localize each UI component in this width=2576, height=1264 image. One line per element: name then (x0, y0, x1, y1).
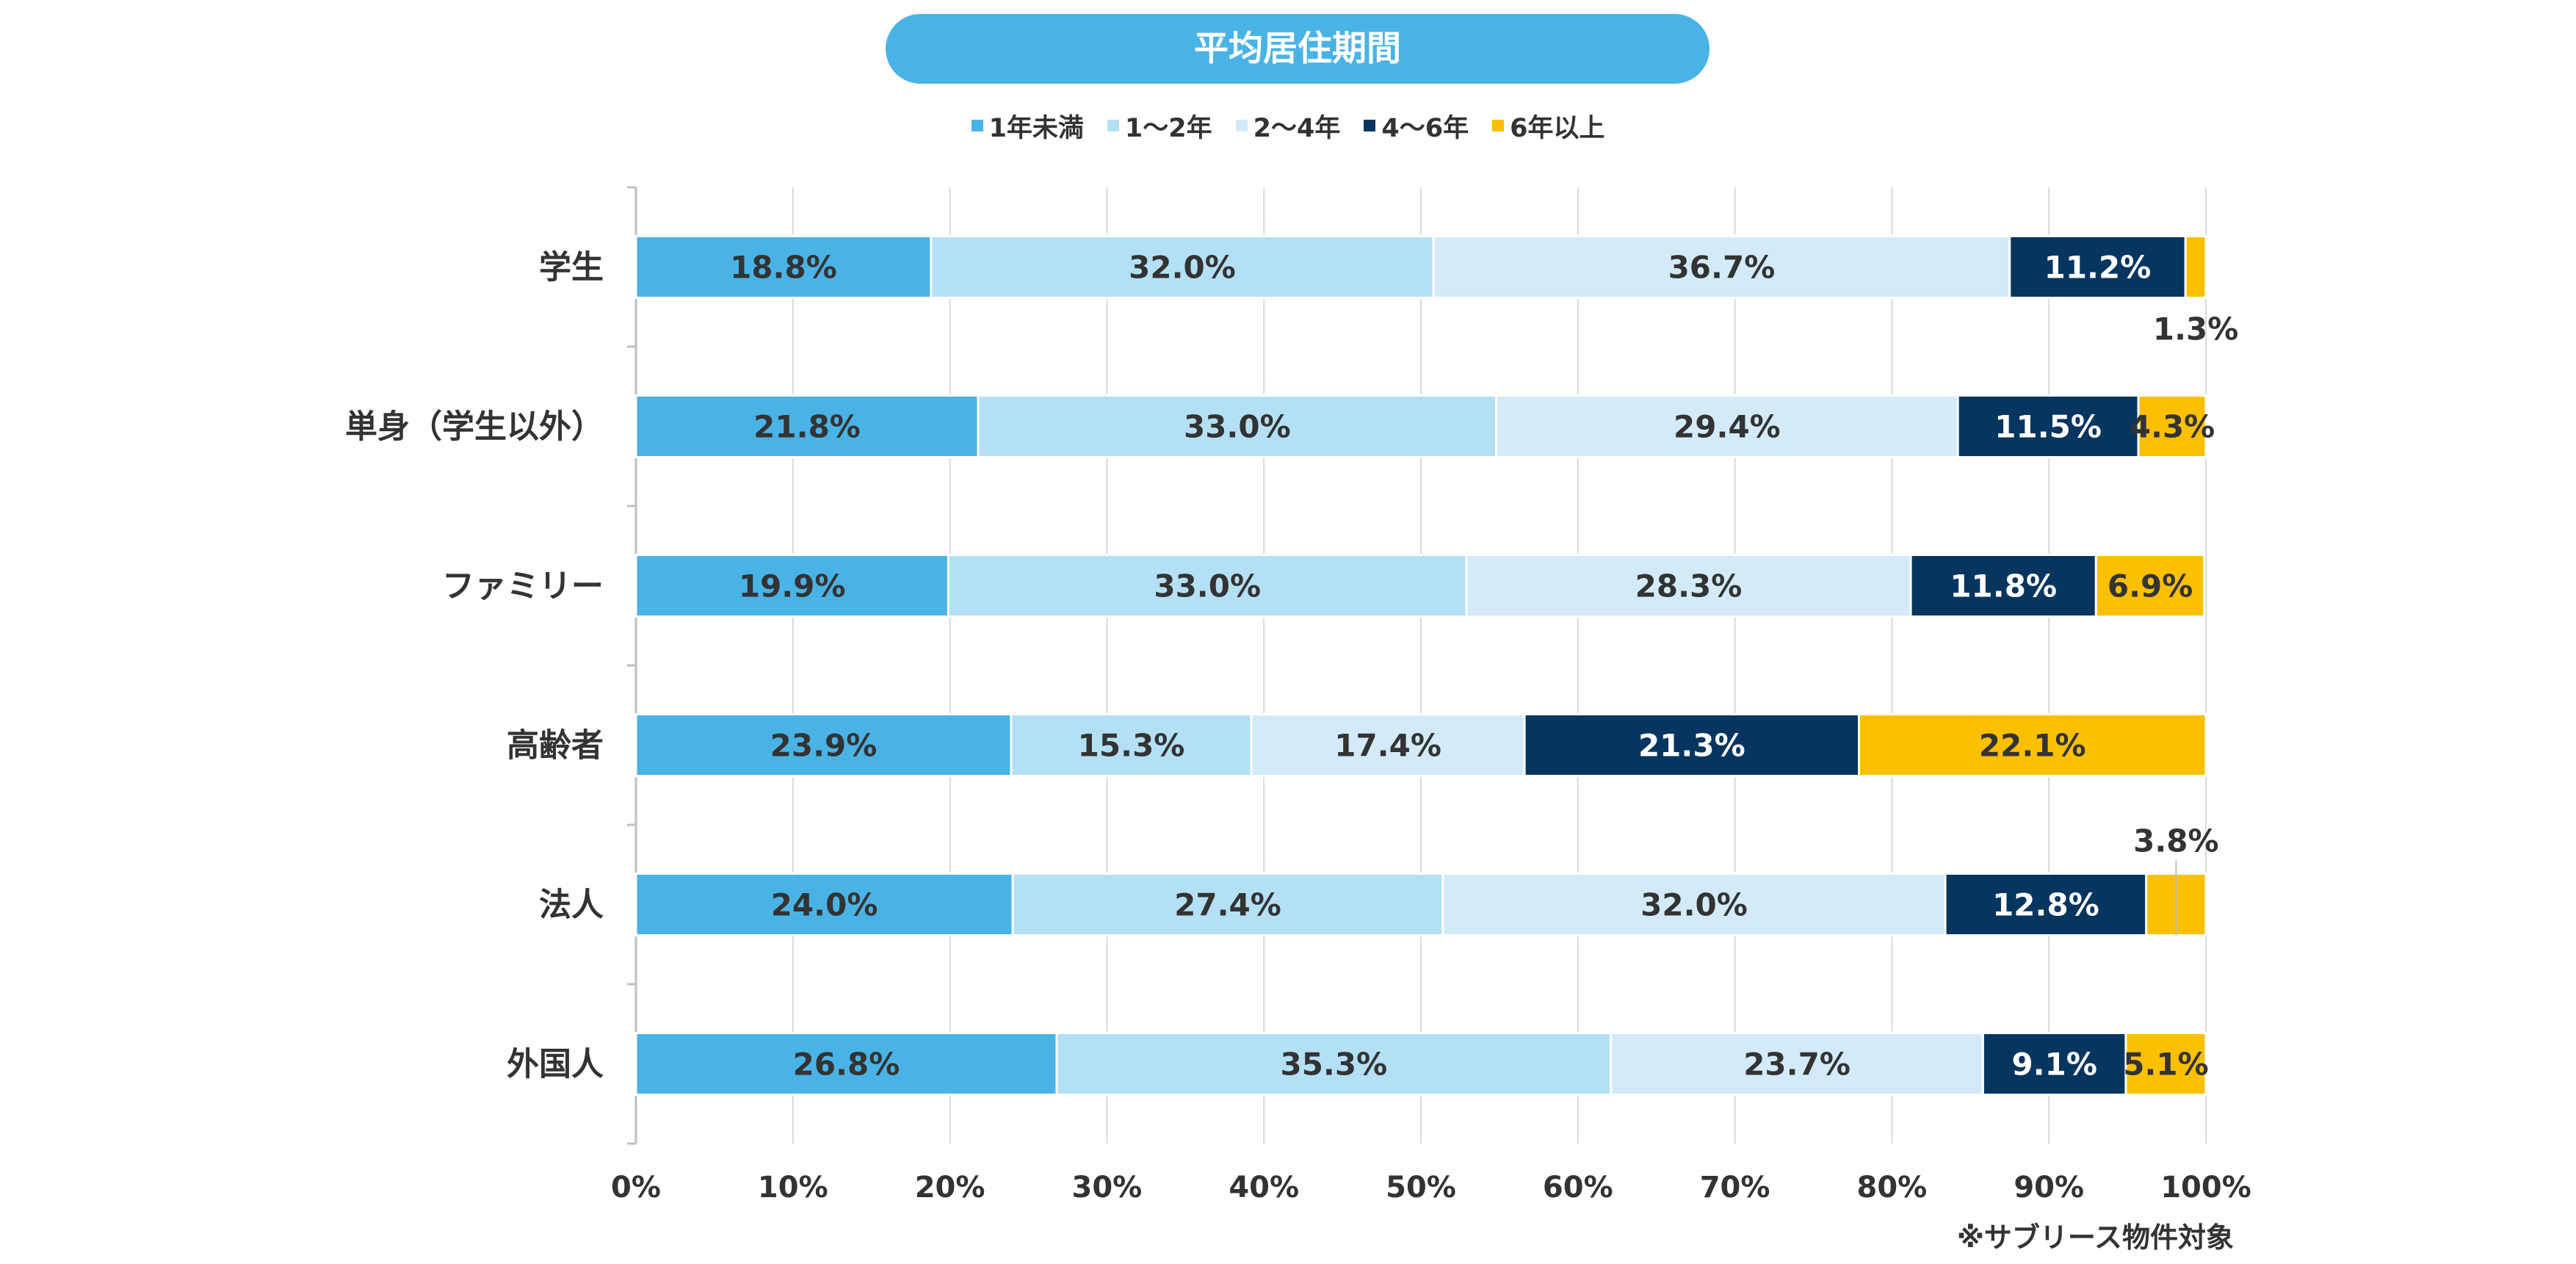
data-label: 6.9% (2108, 568, 2193, 604)
bar-segment (1495, 394, 1959, 458)
data-label: 15.3% (1078, 728, 1185, 764)
legend-swatch-icon (1107, 120, 1119, 131)
legend-item: 2～4年 (1235, 107, 1341, 145)
data-label: 32.0% (1129, 250, 1236, 286)
data-label: 21.8% (753, 409, 861, 445)
data-label: 11.5% (1994, 409, 2102, 445)
data-label: 27.4% (1174, 887, 1281, 923)
bar-segment (634, 235, 933, 299)
bar-segment (634, 1032, 1058, 1096)
bar-segment (1441, 873, 1947, 936)
data-label: 1.3% (2153, 311, 2238, 347)
data-label: 21.3% (1638, 728, 1745, 764)
x-tick-label: 100% (2160, 1171, 2251, 1205)
data-label: 23.7% (1743, 1047, 1850, 1083)
legend-label: 1～2年 (1124, 113, 1212, 143)
x-tick-label: 50% (1386, 1171, 1456, 1205)
data-label: 18.8% (730, 250, 837, 286)
data-label: 3.8% (2133, 823, 2218, 859)
bar-segment (1010, 713, 1253, 777)
data-label: 35.3% (1280, 1047, 1387, 1083)
bar-segment (1610, 1032, 1984, 1096)
data-label: 36.7% (1668, 250, 1776, 286)
bar-segment (2124, 1032, 2207, 1096)
data-label: 4.3% (2130, 409, 2215, 445)
category-label: 単身（学生以外） (345, 408, 604, 446)
bar-segment (977, 394, 1498, 458)
category-label: 高齢者 (507, 727, 604, 765)
x-tick-label: 90% (2014, 1171, 2084, 1205)
footnote: ※サブリース物件対象 (1956, 1221, 2234, 1254)
data-label: 22.1% (1979, 728, 2086, 764)
bar-segment (2094, 554, 2206, 618)
x-tick-label: 30% (1072, 1171, 1143, 1205)
bar-segment (634, 394, 980, 458)
x-tick-label: 70% (1700, 1171, 1770, 1205)
data-label: 29.4% (1674, 409, 1781, 445)
bar-segment (1858, 713, 2207, 777)
data-label: 26.8% (793, 1047, 900, 1083)
bar-segment (1465, 554, 1912, 618)
bar-segment (1055, 1032, 1613, 1096)
legend-swatch-icon (1364, 120, 1376, 131)
data-label: 5.1% (2123, 1047, 2208, 1083)
data-label: 33.0% (1154, 568, 1261, 604)
bar-segment (1956, 394, 2140, 458)
category-label: 法人 (539, 886, 604, 924)
legend-item: 1～2年 (1107, 107, 1212, 145)
bar-segment (947, 554, 1468, 618)
x-tick-label: 0% (611, 1171, 661, 1205)
data-label: 11.8% (1950, 568, 2057, 604)
x-tick-label: 60% (1543, 1171, 1613, 1205)
bar-segment (2184, 235, 2207, 299)
x-tick-label: 10% (758, 1171, 828, 1205)
legend-swatch-icon (1235, 120, 1248, 131)
bar-segment (1909, 554, 2097, 618)
legend-label: 4～6年 (1381, 113, 1469, 143)
bar-segment (1523, 713, 1861, 777)
legend-item: 4～6年 (1364, 107, 1469, 145)
legend-label: 6年以上 (1510, 113, 1605, 143)
data-label: 9.1% (2011, 1047, 2096, 1083)
category-label: 学生 (539, 249, 604, 286)
bar-segment (634, 713, 1013, 777)
data-label: 17.4% (1334, 728, 1441, 764)
x-tick-label: 40% (1229, 1171, 1299, 1205)
x-tick-label: 80% (1857, 1171, 1928, 1205)
bar-segment (634, 873, 1014, 936)
data-label: 32.0% (1640, 887, 1748, 923)
data-label: 12.8% (1992, 887, 2099, 923)
data-label: 28.3% (1635, 568, 1743, 604)
legend-swatch-icon (1492, 120, 1505, 131)
chart-title-pill: 平均居住期間 (886, 14, 1710, 84)
bar-segment (1981, 1032, 2127, 1096)
legend-item: 6年以上 (1492, 107, 1604, 145)
bar-segment (1432, 235, 2011, 299)
data-label: 11.2% (2044, 250, 2152, 286)
bar-segment (2137, 394, 2207, 458)
category-label: 外国人 (507, 1046, 604, 1083)
data-label: 23.9% (770, 728, 878, 764)
chart-title: 平均居住期間 (1194, 29, 1401, 69)
data-label: 33.0% (1184, 409, 1291, 445)
bar-segment (1250, 713, 1526, 777)
legend-item: 1年未満 (971, 107, 1084, 145)
data-label: 19.9% (739, 568, 846, 604)
category-label: ファミリー (442, 568, 604, 605)
legend: 1年未満 1～2年 2～4年 4～6年 6年以上 (0, 107, 2576, 144)
x-tick-label: 20% (915, 1171, 985, 1205)
legend-label: 2～4年 (1253, 113, 1341, 143)
legend-label: 1年未満 (988, 113, 1084, 143)
data-label: 24.0% (771, 887, 878, 923)
bar-segment (634, 554, 949, 618)
legend-swatch-icon (971, 120, 983, 131)
